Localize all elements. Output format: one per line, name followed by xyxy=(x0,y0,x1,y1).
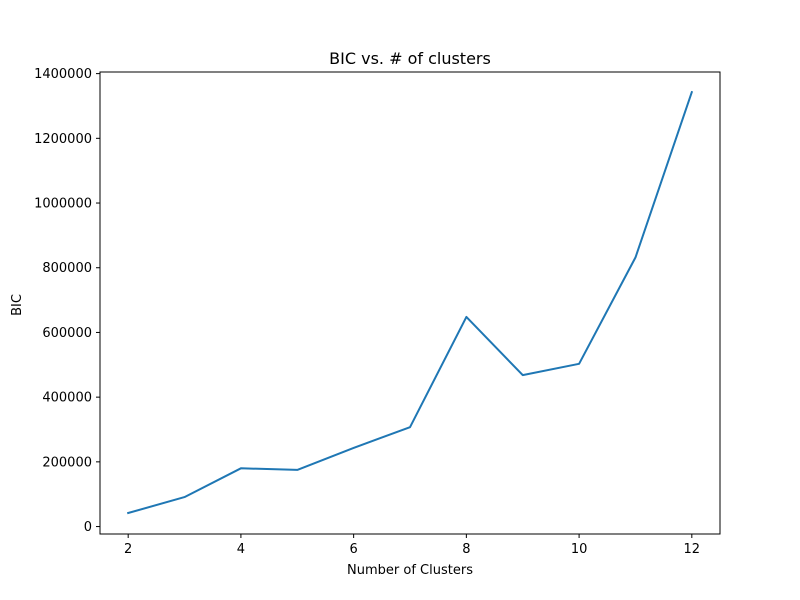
x-tick-label: 6 xyxy=(349,542,357,557)
y-tick-label: 0 xyxy=(84,520,92,535)
y-axis: 0 200000 400000 600000 800000 1000000 1200000 1… xyxy=(34,67,100,535)
y-tick-label: 1400000 xyxy=(34,67,92,82)
chart-title: BIC vs. # of clusters xyxy=(329,49,491,68)
plot-frame xyxy=(99,71,721,535)
x-tick-label: 2 xyxy=(124,542,132,557)
x-tick-label: 10 xyxy=(571,542,588,557)
y-tick-label: 600000 xyxy=(42,326,92,341)
x-tick-label: 12 xyxy=(684,542,701,557)
x-axis: 2 4 6 8 10 12 xyxy=(124,534,700,557)
y-tick-label: 200000 xyxy=(42,455,92,470)
y-tick-label: 1200000 xyxy=(34,132,92,147)
y-axis-label: BIC xyxy=(10,294,25,316)
plot-area-border xyxy=(99,71,721,535)
bic-series-line xyxy=(126,90,694,515)
y-tick-label: 400000 xyxy=(42,391,92,406)
y-tick-label: 800000 xyxy=(42,261,92,276)
y-tick-label: 1000000 xyxy=(34,197,92,212)
x-axis-label: Number of Clusters xyxy=(347,563,473,578)
x-tick-label: 8 xyxy=(462,542,470,557)
series-layer xyxy=(126,90,694,515)
x-tick-label: 4 xyxy=(237,542,245,557)
